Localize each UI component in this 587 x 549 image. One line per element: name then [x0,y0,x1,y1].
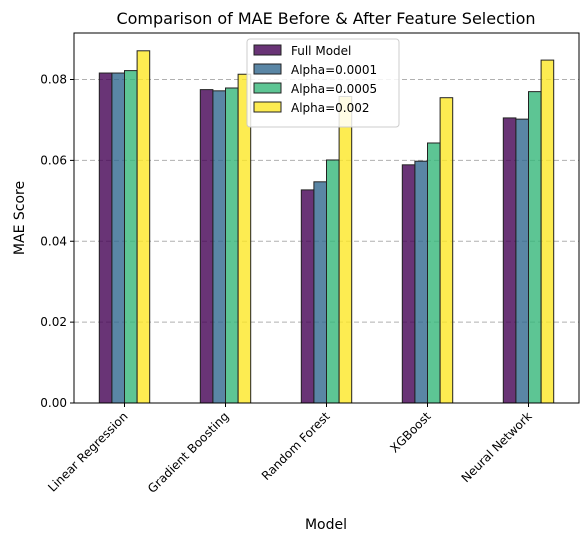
x-tick-label: Neural Network [459,409,535,485]
bar [414,160,428,404]
legend-swatch [253,82,282,94]
chart-title: Comparison of MAE Before & After Feature… [116,9,535,28]
legend: Full Model Alpha=0.0001 Alpha=0.0005 Alpha=… [246,38,400,128]
y-tick-label: 0.00 [40,396,67,410]
x-tick-label: XGBoost [387,409,433,455]
bar [515,118,530,404]
y-tick-label: 0.08 [40,73,67,87]
bar [212,90,226,404]
bar [338,95,353,404]
legend-entry: Full Model [291,44,351,58]
bar [502,117,517,404]
legend-entry: Alpha=0.0005 [291,82,377,96]
x-axis-label: Model [305,517,347,533]
legend-swatch [253,63,282,75]
bar [313,181,327,404]
bar [401,164,416,404]
y-tick-label: 0.04 [40,234,67,248]
x-tick-label: Gradient Boosting [145,409,232,496]
bar [540,59,555,404]
legend-swatch [253,44,282,56]
bar [199,89,214,404]
legend-entry: Alpha=0.0001 [291,63,377,77]
x-tick-label: Linear Regression [45,409,130,494]
y-axis-label: MAE Score [12,181,28,255]
y-axis-ticks: 0.00 0.02 0.04 0.06 0.08 [40,73,74,410]
bar [136,50,151,404]
x-axis-ticks: Linear Regression Gradient Boosting Random… [45,403,535,496]
y-tick-label: 0.06 [40,153,67,167]
legend-entry: Alpha=0.002 [291,101,370,115]
bar [124,70,138,404]
bar [528,91,542,404]
x-tick-label: Random Forest [259,409,333,483]
bars [98,50,555,404]
y-tick-label: 0.02 [40,315,67,329]
bar [98,72,113,404]
bar [225,87,239,404]
bar [427,142,441,404]
bar [326,159,340,404]
legend-swatch [253,101,282,113]
bar [439,97,454,404]
bar [300,189,315,404]
legend-frame [246,38,400,128]
bar [111,72,126,404]
